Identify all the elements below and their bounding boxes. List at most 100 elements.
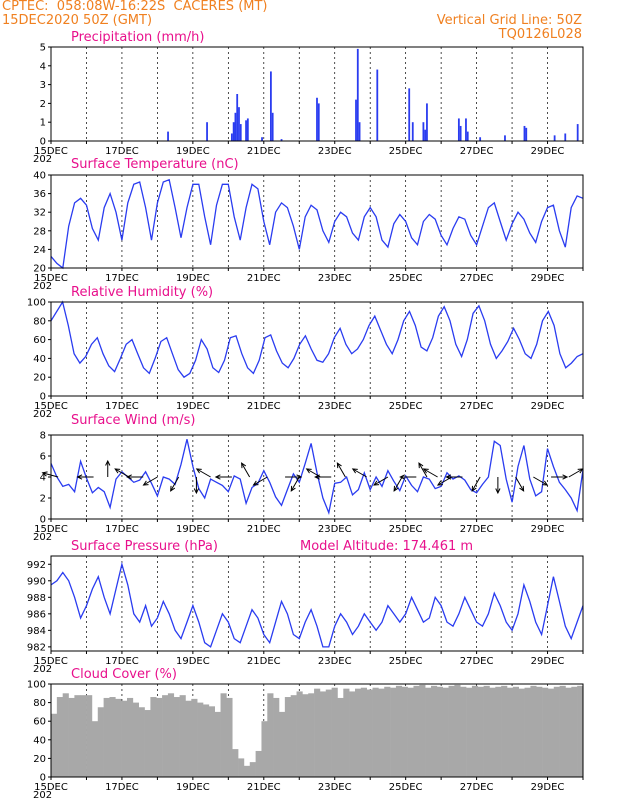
cloud-bar	[407, 687, 414, 777]
precip-bar	[167, 131, 169, 141]
cloud-bar	[349, 691, 356, 777]
wind-arrow	[423, 468, 438, 478]
precip-bar	[504, 135, 506, 141]
precip-bar	[246, 118, 249, 141]
x-tick-label: 25DEC	[389, 782, 423, 793]
wind-arrow-head	[418, 462, 424, 469]
panel-title: Surface Temperature (nC)	[71, 157, 239, 172]
panel-title: Surface Wind (m/s)	[71, 413, 195, 428]
x-tick-label: 17DEC	[105, 401, 139, 412]
x-tick-label: 17DEC	[105, 656, 139, 667]
y-tick-label: 982	[27, 642, 46, 653]
y-tick-label: 990	[27, 576, 46, 587]
cloud-bar	[419, 684, 426, 777]
cloud-bar	[425, 687, 432, 777]
panel-frame	[50, 174, 584, 269]
wind-arrow	[290, 476, 300, 492]
cloud-bar	[460, 686, 467, 777]
cloud-bar	[156, 697, 163, 777]
cloud-bar	[390, 687, 397, 777]
y-tick-label: 2	[40, 494, 46, 505]
y-tick-label: 0	[40, 773, 46, 784]
x-tick-label: 21DEC	[247, 782, 281, 793]
x-tick-label: 23DEC	[318, 146, 352, 157]
cloud-bar	[179, 695, 186, 777]
series-line	[50, 561, 584, 648]
wind-arrow-head	[76, 474, 83, 480]
year-label: 202	[33, 154, 52, 165]
y-tick-label: 80	[33, 316, 46, 327]
cloud-bar	[296, 691, 303, 777]
cloud-bar	[243, 765, 251, 777]
x-tick-label: 25DEC	[389, 656, 423, 667]
y-tick-label: 20	[33, 373, 46, 384]
cloud-bar	[203, 704, 210, 777]
cloud-bar	[319, 691, 327, 777]
wind-arrow-head	[351, 468, 358, 474]
cloud-bar	[115, 698, 122, 777]
cloud-bar	[507, 687, 514, 777]
y-tick-label: 40	[33, 171, 46, 182]
cloud-bar	[489, 687, 496, 777]
x-tick-label: 29DEC	[531, 524, 565, 535]
wind-arrow-head	[393, 485, 399, 492]
wind-arrow-head	[252, 480, 259, 486]
x-tick-label: 19DEC	[176, 656, 210, 667]
cloud-bar	[91, 721, 99, 777]
cloud-bar	[80, 695, 87, 777]
x-tick-label: 19DEC	[176, 524, 210, 535]
x-tick-label: 27DEC	[460, 273, 494, 284]
cloud-bar	[144, 710, 151, 777]
panel-frame	[50, 555, 584, 652]
precip-bar	[553, 135, 556, 141]
cloud-bar	[173, 697, 180, 777]
x-tick-label: 29DEC	[531, 401, 565, 412]
cloud-bar	[249, 762, 256, 777]
wind-arrow	[418, 462, 428, 478]
cloud-bar	[343, 688, 350, 777]
x-tick-label: 21DEC	[247, 146, 281, 157]
cloud-bar	[512, 686, 519, 777]
precip-bar	[245, 120, 247, 141]
wind-arrow	[352, 468, 367, 478]
wind-arrow	[471, 476, 481, 492]
precip-bar	[238, 107, 240, 141]
precip-bar	[459, 125, 462, 141]
y-tick-label: 60	[33, 717, 46, 728]
x-tick-label: 15DEC	[34, 401, 68, 412]
wind-arrow	[515, 476, 525, 492]
cloud-bar	[325, 689, 332, 777]
wind-arrow	[373, 476, 389, 486]
y-tick-label: 3	[40, 80, 46, 91]
x-tick-label: 17DEC	[105, 273, 139, 284]
series-line	[50, 300, 584, 379]
x-tick-label: 19DEC	[176, 273, 210, 284]
y-tick-label: 2	[40, 99, 46, 110]
cloud-bar	[360, 687, 367, 777]
x-tick-label: 21DEC	[247, 401, 281, 412]
cloud-bar	[121, 700, 128, 777]
cloud-bar	[302, 694, 309, 777]
y-tick-label: 40	[33, 735, 46, 746]
x-tick-label: 19DEC	[176, 401, 210, 412]
series-line	[50, 439, 584, 515]
cloud-bar	[51, 713, 58, 777]
precip-bar	[466, 131, 469, 141]
y-tick-label: 32	[33, 208, 46, 219]
y-tick-label: 80	[33, 698, 46, 709]
y-tick-label: 4	[40, 61, 46, 72]
wind-arrow	[336, 462, 346, 478]
wind-arrow-head	[436, 480, 443, 486]
precip-bar	[525, 127, 528, 141]
precip-bar	[317, 103, 320, 141]
cloud-bar	[255, 750, 262, 777]
cloud-bar	[62, 693, 69, 777]
wind-arrow-head	[305, 468, 312, 474]
y-tick-label: 36	[33, 189, 46, 200]
precip-bar	[239, 124, 242, 141]
cloud-bar	[97, 707, 104, 777]
precip-bar	[280, 139, 283, 141]
cloud-bar	[290, 695, 297, 777]
y-tick-label: 60	[33, 335, 46, 346]
